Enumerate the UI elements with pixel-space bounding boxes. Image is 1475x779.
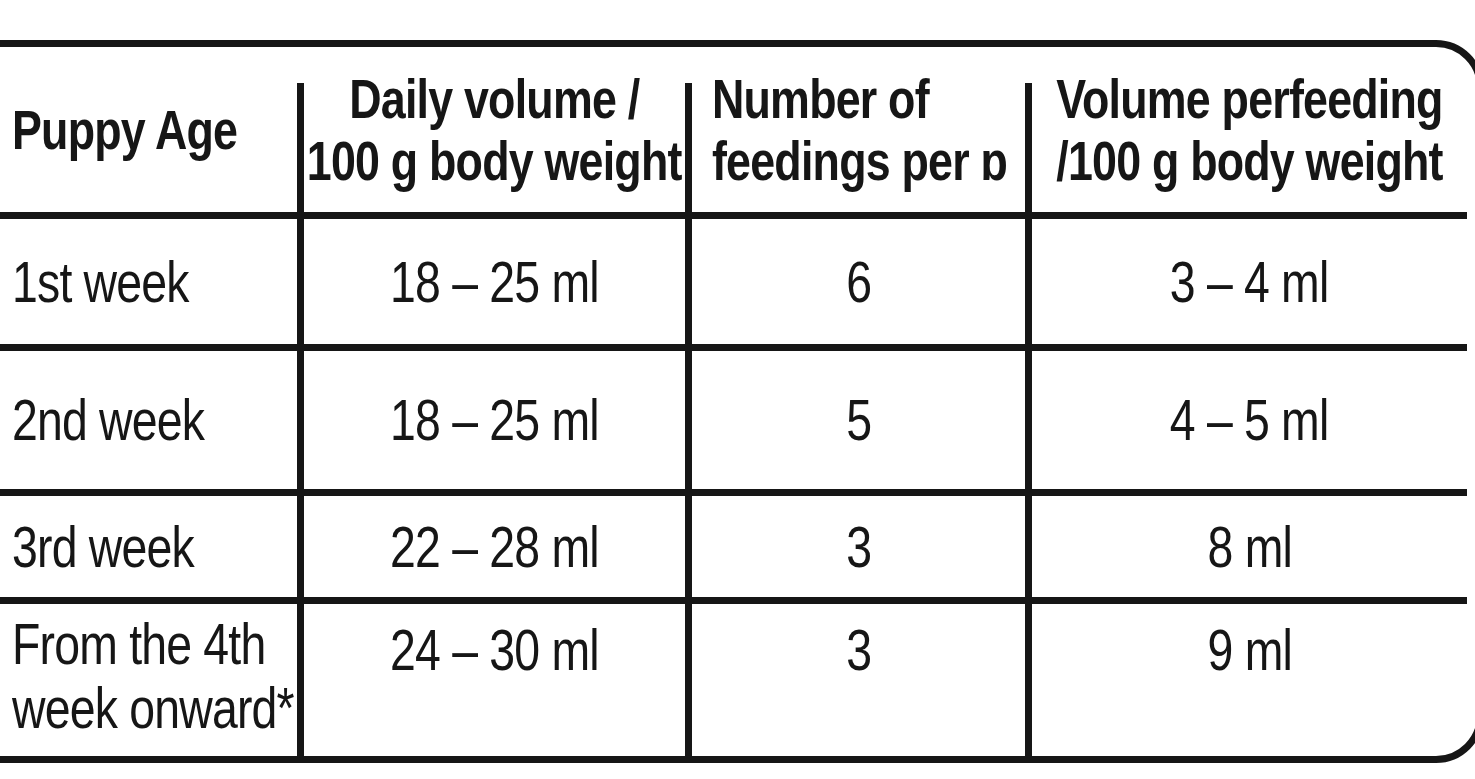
column-divider <box>297 83 304 759</box>
age-value: 2nd week <box>12 388 204 452</box>
feedings-count-value: 6 <box>846 250 871 314</box>
row3-volume-per-feeding-cell: 8 ml <box>1032 496 1467 597</box>
volume-per-feeding-value: 9 ml <box>1207 618 1291 682</box>
volume-per-feeding-value: 8 ml <box>1207 515 1291 579</box>
header-cell-puppy-age: Puppy Age <box>0 47 297 212</box>
volume-per-feeding-value: 4 – 5 ml <box>1170 388 1329 452</box>
row4-volume-per-feeding-cell: 9 ml <box>1032 604 1467 756</box>
header-cell-volume-per-feeding: Volume perfeeding /100 g body weight <box>1032 47 1467 212</box>
age-value-line1: From the 4th <box>12 612 265 676</box>
column-divider <box>1025 83 1032 759</box>
row2-daily-volume-cell: 18 – 25 ml <box>304 351 685 489</box>
daily-volume-value: 24 – 30 ml <box>390 618 599 682</box>
column-divider <box>685 83 692 759</box>
row1-feedings-count-cell: 6 <box>692 219 1025 344</box>
row-divider <box>0 597 1467 604</box>
header-label-line2: feedings per ɒ <box>712 130 1007 192</box>
row-divider <box>0 344 1467 351</box>
row4-age-cell: From the 4th week onward* <box>0 604 297 756</box>
row4-feedings-count-cell: 3 <box>692 604 1025 756</box>
header-label-line1: Number of <box>712 68 929 130</box>
age-value: 1st week <box>12 250 189 314</box>
daily-volume-value: 22 – 28 ml <box>390 515 599 579</box>
header-label: Puppy Age <box>12 99 237 161</box>
row2-volume-per-feeding-cell: 4 – 5 ml <box>1032 351 1467 489</box>
row-divider <box>0 489 1467 496</box>
age-value: 3rd week <box>12 515 194 579</box>
row3-feedings-count-cell: 3 <box>692 496 1025 597</box>
row2-age-cell: 2nd week <box>0 351 297 489</box>
header-divider <box>0 212 1467 219</box>
row3-age-cell: 3rd week <box>0 496 297 597</box>
volume-per-feeding-value: 3 – 4 ml <box>1170 250 1329 314</box>
row1-daily-volume-cell: 18 – 25 ml <box>304 219 685 344</box>
puppy-feeding-table: Puppy Age Daily volume / 100 g body weig… <box>0 0 1475 779</box>
row2-feedings-count-cell: 5 <box>692 351 1025 489</box>
age-value-line2: week onward* <box>12 676 294 740</box>
row3-daily-volume-cell: 22 – 28 ml <box>304 496 685 597</box>
feedings-count-value: 5 <box>846 388 871 452</box>
header-cell-feedings-per-day: Number of feedings per ɒ <box>692 47 1025 212</box>
header-label-line1: Volume perfeeding <box>1056 68 1442 130</box>
header-label-line2: 100 g body weight <box>307 130 682 192</box>
header-label-line2: /100 g body weight <box>1056 130 1442 192</box>
daily-volume-value: 18 – 25 ml <box>390 388 599 452</box>
header-cell-daily-volume: Daily volume / 100 g body weight <box>304 47 685 212</box>
row1-volume-per-feeding-cell: 3 – 4 ml <box>1032 219 1467 344</box>
header-label-line1: Daily volume / <box>349 68 639 130</box>
row1-age-cell: 1st week <box>0 219 297 344</box>
feedings-count-value: 3 <box>846 618 871 682</box>
daily-volume-value: 18 – 25 ml <box>390 250 599 314</box>
row4-daily-volume-cell: 24 – 30 ml <box>304 604 685 756</box>
feedings-count-value: 3 <box>846 515 871 579</box>
